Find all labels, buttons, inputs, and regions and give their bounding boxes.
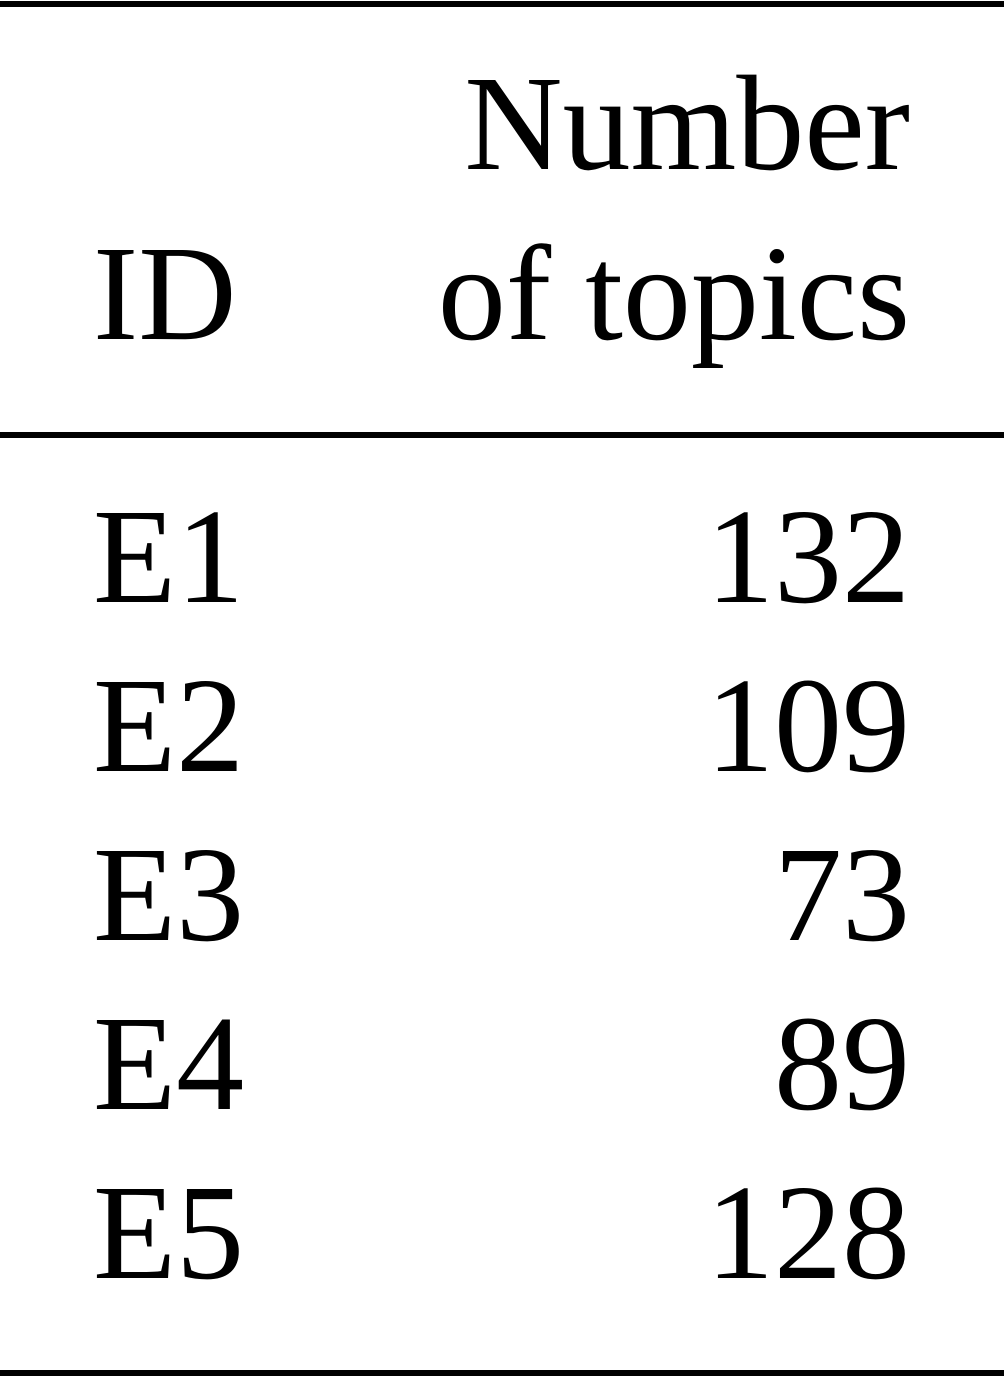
row-id: E2 — [93, 651, 245, 801]
bottom-rule — [0, 1370, 1004, 1376]
header-rule — [0, 432, 1004, 438]
row-topics: 109 — [706, 651, 910, 801]
row-id: E1 — [93, 482, 245, 632]
row-id: E4 — [93, 989, 245, 1139]
header-topics-line2: of topics — [437, 219, 910, 369]
row-topics: 73 — [774, 820, 910, 970]
row-topics: 132 — [706, 482, 910, 632]
top-rule — [0, 1, 1004, 7]
header-topics-line1: Number — [464, 49, 910, 199]
row-topics: 128 — [706, 1158, 910, 1308]
row-topics: 89 — [774, 989, 910, 1139]
header-id: ID — [93, 219, 237, 369]
row-id: E3 — [93, 820, 245, 970]
row-id: E5 — [93, 1158, 245, 1308]
